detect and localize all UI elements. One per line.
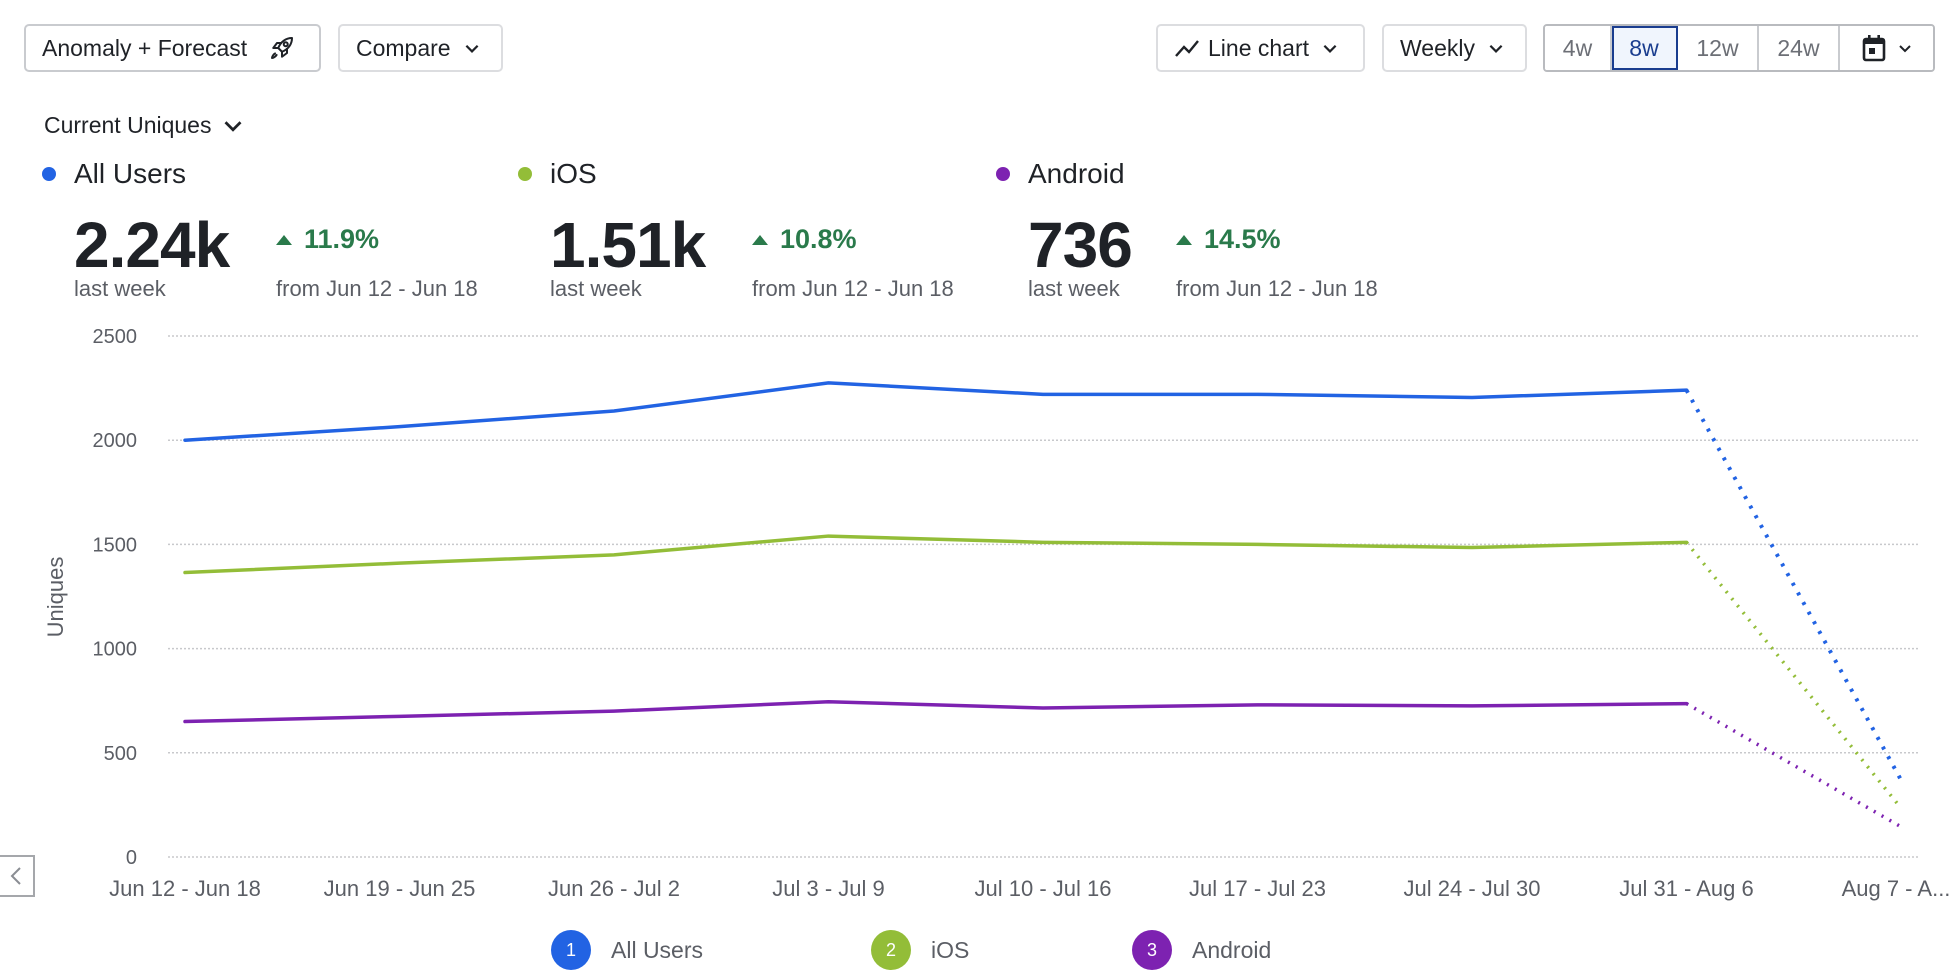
kpi-value: 1.51k (550, 209, 706, 281)
x-tick-label: Aug 7 - A... (1842, 876, 1951, 901)
kpi-all-users: All Users 2.24k last week 11.9% from Jun… (42, 158, 478, 301)
compare-label: Compare (356, 34, 451, 61)
x-tick-label: Jul 10 - Jul 16 (975, 876, 1112, 901)
trend-up-icon (276, 234, 292, 245)
chart-type-dropdown[interactable]: Line chart (1156, 24, 1365, 72)
kpi-delta-value: 11.9% (304, 224, 380, 254)
range-12w-button[interactable]: 12w (1678, 26, 1759, 70)
kpi-series-name: iOS (550, 158, 597, 189)
y-tick-label: 0 (126, 847, 137, 869)
x-tick-label: Jun 19 - Jun 25 (324, 876, 476, 901)
series-line[interactable] (183, 699, 1689, 724)
x-tick-label: Jun 26 - Jul 2 (548, 876, 680, 901)
kpi-delta: 14.5% (1176, 224, 1281, 255)
series-all-users (183, 381, 1903, 781)
forecast-line[interactable] (1685, 541, 1903, 810)
x-tick-label: Jun 12 - Jun 18 (109, 876, 261, 901)
legend-badge: 1 (551, 930, 591, 970)
series-color-dot (518, 167, 532, 181)
series-lines (183, 381, 1903, 829)
x-tick-label: Jul 17 - Jul 23 (1189, 876, 1326, 901)
interval-label: Weekly (1400, 34, 1475, 61)
range-4w-button[interactable]: 4w (1545, 26, 1612, 70)
chevron-down-icon (1489, 44, 1503, 53)
y-axis-ticks: 0 500 1000 1500 2000 2500 (93, 326, 138, 869)
y-tick-label: 500 (104, 743, 137, 765)
kpi-period-label: last week (74, 276, 166, 301)
series-line[interactable] (183, 534, 1689, 575)
chevron-down-icon (1898, 45, 1911, 53)
chevron-down-icon (465, 44, 479, 53)
series-color-dot (42, 167, 56, 181)
y-tick-label: 1000 (93, 639, 138, 661)
kpi-value: 736 (1028, 209, 1133, 281)
legend-item-android[interactable]: 3 Android (1132, 930, 1271, 970)
line-chart: 0 500 1000 1500 2000 2500 Uniques Jun 12 - Ju… (43, 326, 1950, 901)
legend-item-all-users[interactable]: 1 All Users (551, 930, 703, 970)
x-tick-label: Jul 24 - Jul 30 (1404, 876, 1541, 901)
gridlines (168, 335, 1920, 858)
metric-label: Current Uniques (44, 112, 212, 138)
kpi-delta: 10.8% (752, 224, 857, 255)
series-android (183, 699, 1902, 829)
chevron-left-icon (10, 867, 21, 885)
compare-dropdown[interactable]: Compare (338, 24, 503, 72)
chart-type-label: Line chart (1208, 34, 1310, 61)
forecast-line[interactable] (1684, 389, 1903, 781)
forecast-line[interactable] (1685, 702, 1902, 829)
custom-date-button[interactable] (1840, 26, 1933, 70)
kpi-series-name: Android (1028, 158, 1125, 189)
x-tick-label: Jul 31 - Aug 6 (1619, 876, 1754, 901)
anomaly-forecast-button[interactable]: Anomaly + Forecast (24, 24, 321, 72)
y-axis-title: Uniques (43, 557, 68, 638)
legend-label: Android (1192, 936, 1272, 963)
chevron-down-icon (1323, 44, 1337, 53)
x-tick-label: Jul 3 - Jul 9 (772, 876, 885, 901)
legend-badge: 2 (871, 930, 911, 970)
x-axis-ticks: Jun 12 - Jun 18 Jun 19 - Jun 25 Jun 26 - J… (109, 876, 1950, 901)
kpi-period-label: last week (550, 276, 642, 301)
series-line[interactable] (183, 381, 1689, 442)
kpi-period-label: last week (1028, 276, 1120, 301)
calendar-icon (1862, 35, 1885, 62)
series-ios (183, 534, 1903, 810)
kpi-value: 2.24k (74, 209, 230, 281)
kpi-comparison-label: from Jun 12 - Jun 18 (276, 276, 478, 301)
trend-up-icon (752, 234, 768, 245)
kpi-comparison-label: from Jun 12 - Jun 18 (752, 276, 954, 301)
series-color-dot (996, 167, 1010, 181)
legend-badge: 3 (1132, 930, 1172, 970)
metric-dropdown[interactable]: Current Uniques (44, 112, 243, 139)
trend-up-icon (1176, 234, 1192, 245)
legend-label: All Users (611, 936, 704, 963)
chevron-down-icon (224, 120, 242, 132)
y-tick-label: 1500 (93, 534, 138, 556)
range-24w-button[interactable]: 24w (1759, 26, 1840, 70)
kpi-ios: iOS 1.51k last week 10.8% from Jun 12 - … (518, 158, 954, 301)
date-range-selector: 4w 8w 12w 24w (1543, 24, 1935, 72)
kpi-android: Android 736 last week 14.5% from Jun 12 … (996, 158, 1378, 301)
legend-label: iOS (931, 936, 970, 963)
kpi-delta: 11.9% (276, 224, 379, 255)
range-8w-button[interactable]: 8w (1612, 26, 1678, 70)
trend-line-icon (1175, 40, 1199, 57)
y-tick-label: 2000 (93, 430, 138, 452)
rocket-icon (271, 37, 294, 59)
y-tick-label: 2500 (93, 326, 138, 348)
scroll-left-button[interactable] (0, 855, 35, 897)
kpi-series-name: All Users (74, 158, 187, 189)
kpi-delta-value: 10.8% (780, 224, 857, 254)
legend-item-ios[interactable]: 2 iOS (871, 930, 969, 970)
kpi-comparison-label: from Jun 12 - Jun 18 (1176, 276, 1378, 301)
kpi-delta-value: 14.5% (1204, 224, 1281, 254)
anomaly-forecast-label: Anomaly + Forecast (42, 34, 248, 61)
interval-dropdown[interactable]: Weekly (1382, 24, 1527, 72)
